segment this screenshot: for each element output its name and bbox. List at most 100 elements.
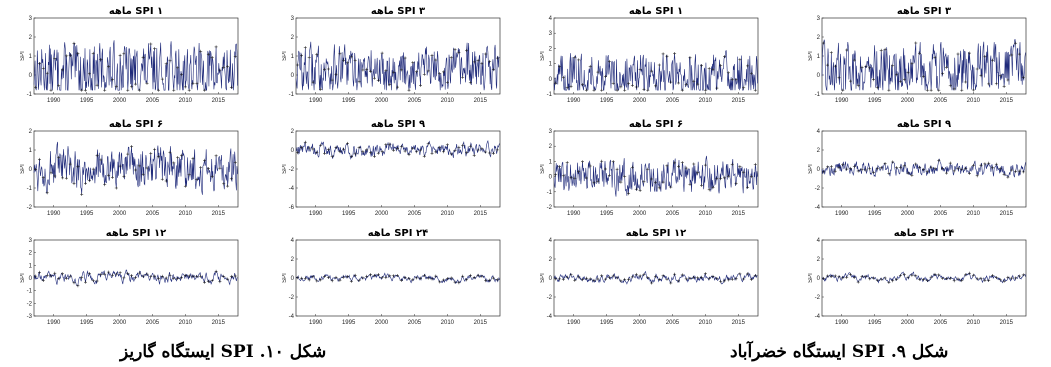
data-point-marker	[918, 277, 922, 281]
data-point-marker	[380, 276, 384, 279]
x-tick-label: 2000	[633, 98, 647, 104]
data-point-marker	[422, 274, 426, 278]
data-point-marker	[399, 145, 403, 149]
data-point-marker	[183, 184, 187, 188]
y-tick-label: 0	[291, 148, 295, 154]
data-point-marker	[723, 279, 726, 283]
data-point-marker	[338, 150, 342, 154]
y-tick-label: 1	[291, 54, 295, 60]
data-point-marker	[49, 88, 53, 92]
data-point-marker	[856, 169, 860, 173]
y-tick-label: 2	[291, 35, 295, 41]
data-point-marker	[588, 164, 592, 168]
y-tick-label: -1	[27, 186, 33, 192]
y-axis-label: SPI	[282, 164, 288, 174]
data-point-marker	[380, 150, 384, 154]
data-point-marker	[638, 189, 642, 192]
data-point-marker	[334, 73, 338, 76]
data-point-marker	[472, 60, 476, 64]
data-point-marker	[711, 274, 715, 278]
data-point-marker	[118, 53, 122, 57]
data-point-marker	[711, 185, 715, 189]
data-point-marker	[361, 68, 365, 72]
data-point-marker	[145, 81, 149, 85]
data-point-marker	[630, 275, 634, 279]
data-point-marker	[118, 164, 122, 168]
data-point-marker	[868, 167, 872, 171]
data-point-marker	[975, 67, 979, 71]
chart-title: SPI ۱۲ ماهه	[626, 228, 686, 239]
data-point-marker	[91, 279, 95, 283]
data-point-marker	[971, 163, 975, 167]
data-point-marker	[137, 88, 141, 92]
data-point-marker	[326, 147, 330, 151]
chart-title: SPI ۲۴ ماهه	[368, 228, 428, 239]
y-tick-label: 0	[291, 73, 295, 79]
data-point-marker	[734, 78, 738, 82]
data-point-marker	[187, 173, 191, 177]
data-point-marker	[61, 176, 64, 180]
data-point-marker	[107, 173, 111, 177]
data-point-marker	[319, 87, 323, 91]
data-point-marker	[372, 274, 376, 278]
data-point-marker	[438, 72, 442, 75]
data-point-marker	[199, 166, 203, 170]
data-point-marker	[365, 148, 369, 152]
data-point-marker	[749, 72, 753, 76]
x-tick-label: 1995	[342, 211, 356, 217]
data-point-marker	[715, 177, 719, 181]
chart-title: SPI ۶ ماهه	[109, 119, 163, 130]
data-point-marker	[906, 171, 910, 175]
spi-panel-4: SPI ۳ ماهه -1 0 1 2 3 1990 1995 2000 2005 2010 2015…	[808, 4, 1028, 112]
data-point-marker	[415, 276, 419, 280]
data-point-marker	[948, 161, 952, 165]
data-point-marker	[57, 276, 61, 280]
data-point-marker	[468, 144, 472, 148]
data-point-marker	[388, 274, 392, 278]
data-point-marker	[627, 192, 631, 196]
data-point-marker	[430, 53, 434, 57]
data-point-marker	[1006, 275, 1010, 279]
data-point-marker	[187, 274, 191, 278]
y-tick-label: 2	[29, 35, 33, 41]
data-point-marker	[883, 47, 887, 51]
x-tick-label: 2005	[934, 98, 948, 104]
data-point-marker	[696, 82, 700, 86]
data-point-marker	[41, 279, 45, 282]
data-point-marker	[937, 273, 941, 277]
data-point-marker	[684, 83, 688, 87]
data-point-marker	[110, 175, 114, 179]
data-point-marker	[134, 168, 137, 172]
x-tick-label: 1990	[309, 211, 323, 217]
data-point-marker	[107, 65, 111, 69]
data-point-marker	[600, 274, 604, 278]
data-point-marker	[688, 277, 692, 280]
data-point-marker	[715, 86, 719, 90]
data-point-marker	[157, 276, 160, 280]
data-point-marker	[753, 88, 757, 92]
data-point-marker	[1010, 168, 1014, 172]
data-point-marker	[604, 75, 607, 78]
spi-panel-12: SPI ۲۴ ماهه -4 -2 0 2 4 1990 1995 2000 2005 2010 20…	[808, 226, 1028, 334]
data-point-marker	[941, 276, 945, 280]
data-point-marker	[296, 276, 300, 280]
data-point-marker	[584, 176, 588, 180]
data-point-marker	[971, 88, 975, 92]
data-point-marker	[875, 86, 879, 90]
chart-title: SPI ۱ ماهه	[109, 6, 163, 17]
spi-chart-9: SPI ۱۲ ماهه -3 -2 -1 0 1 2 3 1990 1995 2000 2005 201…	[20, 228, 239, 326]
x-tick-label: 2005	[666, 98, 680, 104]
data-point-marker	[654, 275, 657, 279]
spi-chart-11: SPI ۱۲ ماهه -4 -2 0 2 4 1990 1995 2000 2005 2010 20…	[540, 228, 759, 326]
data-point-marker	[300, 276, 303, 280]
data-point-marker	[76, 52, 80, 55]
data-point-marker	[1021, 75, 1025, 79]
data-point-marker	[898, 274, 902, 278]
data-point-marker	[349, 154, 353, 158]
x-tick-label: 1990	[47, 320, 61, 326]
y-tick-label: -2	[815, 295, 821, 301]
data-point-marker	[726, 174, 730, 178]
data-point-marker	[449, 152, 453, 156]
x-tick-label: 2005	[408, 98, 422, 104]
data-point-marker	[960, 88, 964, 92]
